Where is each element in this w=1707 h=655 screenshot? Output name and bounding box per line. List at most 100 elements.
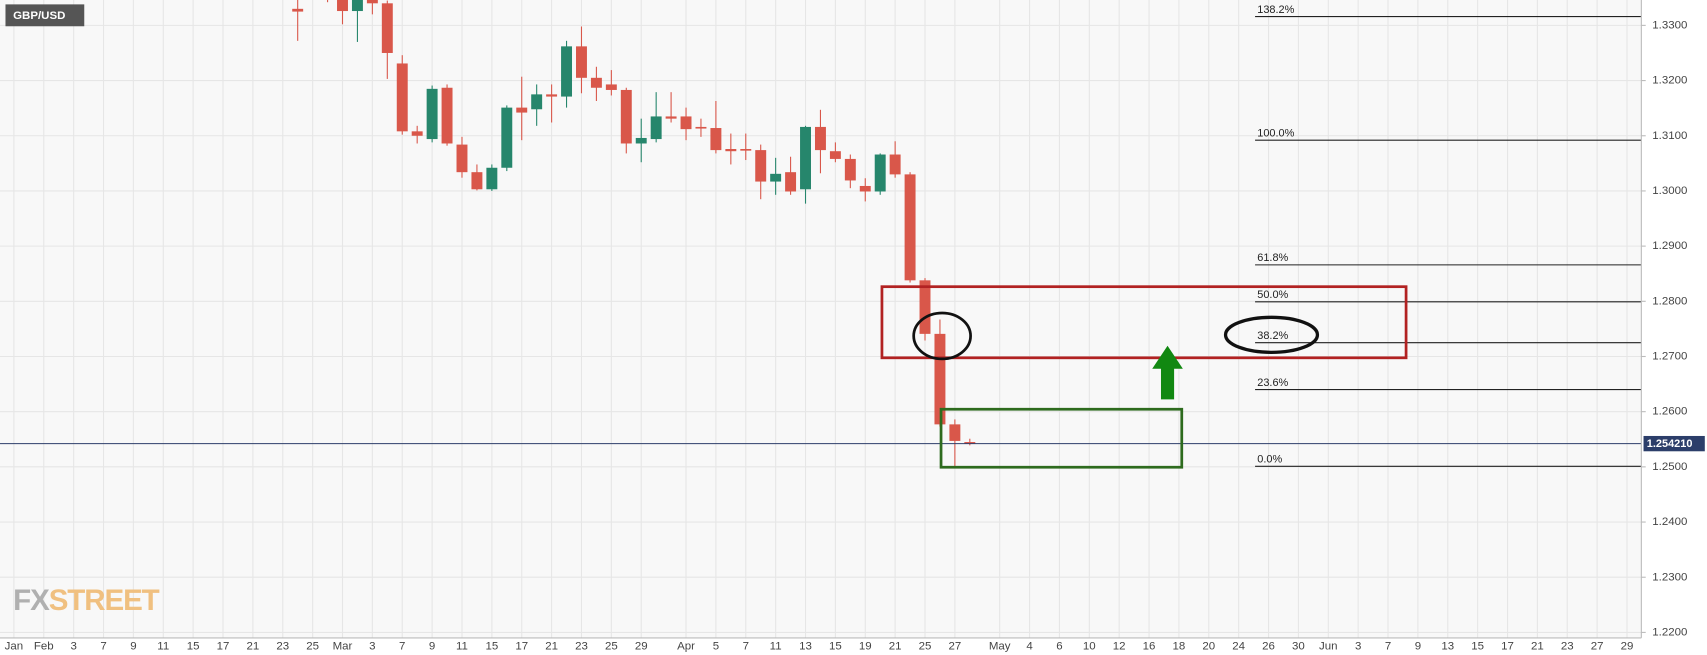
candle-body	[949, 424, 961, 441]
fib-label: 100.0%	[1257, 127, 1294, 139]
candle-body	[904, 174, 916, 281]
x-tick-label: Jun	[1319, 641, 1337, 653]
candle-body	[561, 46, 573, 97]
candle-body	[635, 137, 647, 144]
candle-body	[814, 126, 826, 151]
grid	[0, 0, 1642, 638]
x-tick-label: 21	[889, 641, 902, 653]
x-tick-label: 15	[485, 641, 498, 653]
candle-body	[844, 158, 856, 181]
current-price-box	[1643, 435, 1705, 452]
candle-body	[874, 154, 886, 192]
x-tick-label: Jan	[5, 641, 23, 653]
plot-area	[0, 0, 1641, 638]
y-tick-label: 1.2600	[1652, 406, 1687, 418]
up-arrow	[1152, 345, 1183, 400]
overlays: 138.2% 100.0% 61.8% 50.0% 38.2% 23.6% 0.0%	[0, 4, 1642, 467]
candle-body	[859, 185, 871, 192]
candle-body	[381, 3, 393, 53]
x-tick-label: 24	[1232, 641, 1245, 653]
x-tick-label: 21	[1531, 641, 1544, 653]
y-tick-label: 1.3300	[1652, 19, 1687, 31]
x-tick-label: May	[989, 641, 1011, 653]
x-tick-label: 7	[100, 641, 106, 653]
fib-label: 0.0%	[1257, 454, 1282, 466]
x-tick-label: 7	[743, 641, 749, 653]
x-tick-label: 5	[713, 641, 719, 653]
candle-body	[785, 172, 797, 192]
y-tick-label: 1.2200	[1652, 626, 1687, 638]
fib-label: 23.6%	[1257, 377, 1288, 389]
x-tick-label: 30	[1292, 641, 1305, 653]
x-tick-label: 11	[770, 641, 782, 653]
x-tick-label: 16	[1143, 641, 1156, 653]
x-tick-label: 10	[1083, 641, 1096, 653]
x-tick-label: 13	[1441, 641, 1454, 653]
candle-body	[964, 442, 976, 444]
symbol-box	[5, 4, 85, 27]
x-tick-label: 23	[575, 641, 588, 653]
candle-body	[695, 126, 707, 129]
resistance-box	[880, 285, 1408, 360]
x-tick-label: 3	[70, 641, 76, 653]
candle-body	[919, 280, 931, 334]
candle-body	[800, 126, 811, 190]
y-tick-label: 1.2800	[1652, 295, 1687, 307]
x-tick-label: 7	[1385, 641, 1391, 653]
x-tick-label: 25	[306, 641, 319, 653]
x-tick-label: 25	[605, 641, 618, 653]
current-price-label: 1.254210	[1647, 438, 1693, 450]
candle-body	[366, 0, 378, 4]
support-box	[939, 407, 1184, 469]
candle-body	[486, 167, 498, 190]
y-tick-label: 1.3000	[1652, 185, 1687, 197]
y-tick-label: 1.2300	[1652, 571, 1687, 583]
x-tick-label: 19	[859, 641, 872, 653]
candle-body	[546, 94, 558, 97]
x-tick-label: 21	[246, 641, 259, 653]
x-tick-label: 25	[919, 641, 932, 653]
candle-body	[441, 87, 453, 144]
watermark-first: FX	[13, 584, 50, 617]
candle-body	[337, 0, 348, 12]
candle-body	[710, 128, 722, 151]
candle-body	[531, 94, 543, 110]
fib-label: 38.2%	[1257, 330, 1288, 342]
x-tick-label: 15	[829, 641, 842, 653]
x-tick-label: 27	[1591, 641, 1604, 653]
x-tick-label: 20	[1202, 641, 1215, 653]
fib-label: 61.8%	[1257, 252, 1288, 264]
x-tick-label: 9	[130, 641, 136, 653]
candle-body	[396, 63, 408, 132]
candle-body	[426, 88, 438, 140]
fib-label: 138.2%	[1257, 4, 1294, 16]
x-tick-label: 23	[1561, 641, 1574, 653]
x-tick-label: 17	[1501, 641, 1514, 653]
x-tick-label: 7	[399, 641, 405, 653]
x-tick-label: 11	[157, 641, 169, 653]
x-tick-label: 26	[1262, 641, 1275, 653]
x-tick-label: 15	[1471, 641, 1484, 653]
x-tick-label: 3	[369, 641, 375, 653]
x-tick-label: 18	[1173, 641, 1186, 653]
highlight-ellipse	[1223, 315, 1320, 354]
candle-body	[456, 144, 468, 173]
y-tick-label: 1.2700	[1652, 351, 1687, 363]
y-tick-label: 1.2400	[1652, 516, 1687, 528]
candle-body	[725, 148, 737, 152]
candle-body	[770, 173, 782, 182]
y-tick-label: 1.3100	[1652, 130, 1687, 142]
x-tick-label: 27	[948, 641, 961, 653]
x-tick-label: 21	[545, 641, 558, 653]
x-tick-label: 17	[515, 641, 528, 653]
candle-body	[889, 154, 901, 175]
candle-body	[351, 0, 363, 12]
x-tick-label: 29	[635, 641, 648, 653]
highlight-ellipse	[912, 311, 972, 361]
x-tick-label: Feb	[34, 641, 54, 653]
candle-body	[934, 333, 946, 425]
x-tick-label: 4	[1026, 641, 1033, 653]
candle-body	[292, 8, 304, 12]
candle-body	[740, 148, 752, 151]
candle-body	[411, 131, 423, 136]
